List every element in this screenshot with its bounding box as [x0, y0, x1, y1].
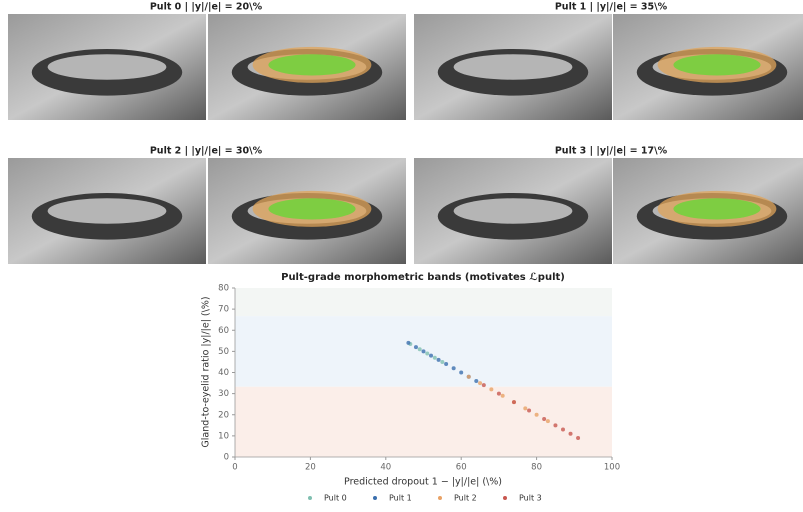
point [429, 354, 433, 358]
point [523, 406, 527, 410]
legend-marker [503, 496, 507, 500]
y-tick-label: 0 [224, 453, 229, 463]
point [535, 413, 539, 417]
point [561, 428, 565, 432]
eyelid-inner [454, 198, 573, 223]
y-tick-label: 50 [218, 347, 229, 357]
point [425, 351, 429, 355]
y-tick-label: 30 [218, 389, 229, 399]
legend-label: Pult 0 [324, 494, 347, 503]
gland-mask [268, 198, 355, 219]
point [452, 366, 456, 370]
point [418, 347, 422, 351]
figure-canvas: Pult 0 | |y|/|e| = 20\% Pult 1 | |y|/|e| … [0, 0, 803, 512]
point [512, 400, 516, 404]
legend-label: Pult 1 [389, 494, 412, 503]
point [489, 387, 493, 391]
point [553, 423, 557, 427]
band [235, 387, 612, 457]
y-tick-label: 20 [218, 410, 229, 420]
point [482, 383, 486, 387]
y-tick-label: 70 [218, 305, 229, 315]
legend-marker [373, 496, 377, 500]
legend-marker [308, 496, 312, 500]
point [576, 436, 580, 440]
eyelid-inner [48, 54, 167, 79]
y-axis-label: Gland-to-eyelid ratio |y|/|e| (\%) [201, 296, 212, 447]
y-tick-label: 60 [218, 326, 229, 336]
x-tick-label: 100 [604, 463, 620, 473]
image-grid: Pult 0 | |y|/|e| = 20\% Pult 1 | |y|/|e| … [8, 2, 803, 265]
x-tick-label: 40 [380, 463, 391, 473]
gland-mask [268, 54, 355, 75]
eyelid-inner [48, 198, 167, 223]
point [433, 356, 437, 360]
point [422, 349, 426, 353]
panel-title: Pult 0 | |y|/|e| = 20\% [150, 2, 263, 13]
legend-label: Pult 2 [454, 494, 477, 503]
panel-title: Pult 1 | |y|/|e| = 35\% [555, 2, 668, 13]
point [542, 417, 546, 421]
point [569, 432, 573, 436]
eyelid-inner [454, 54, 573, 79]
y-tick-label: 10 [218, 431, 229, 441]
point [501, 394, 505, 398]
point [546, 419, 550, 423]
point [467, 375, 471, 379]
panel-title: Pult 3 | |y|/|e| = 17\% [555, 146, 668, 157]
x-tick-label: 20 [305, 463, 316, 473]
point [437, 358, 441, 362]
x-tick-label: 80 [531, 463, 542, 473]
legend-label: Pult 3 [519, 494, 542, 503]
x-tick-label: 60 [456, 463, 467, 473]
point [414, 345, 418, 349]
band [235, 288, 612, 316]
panel-title: Pult 2 | |y|/|e| = 30\% [150, 146, 263, 157]
point [459, 371, 463, 375]
point [406, 341, 410, 345]
chart-title: Pult-grade morphometric bands (motivates… [281, 272, 565, 283]
figure: Pult 0 | |y|/|e| = 20\% Pult 1 | |y|/|e| … [0, 0, 803, 512]
point [440, 360, 444, 364]
point [444, 362, 448, 366]
gland-mask [673, 54, 760, 75]
point [527, 409, 531, 413]
y-tick-label: 40 [218, 368, 229, 378]
point [474, 379, 478, 383]
point [497, 392, 501, 396]
x-axis-label: Predicted dropout 1 − |y|/|e| (\%) [344, 477, 502, 488]
x-tick-label: 0 [232, 463, 237, 473]
y-tick-label: 80 [218, 284, 229, 294]
point [478, 381, 482, 385]
legend-marker [438, 496, 442, 500]
gland-mask [673, 198, 760, 219]
